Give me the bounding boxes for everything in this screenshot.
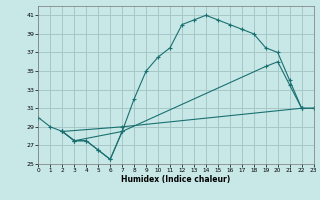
X-axis label: Humidex (Indice chaleur): Humidex (Indice chaleur) bbox=[121, 175, 231, 184]
